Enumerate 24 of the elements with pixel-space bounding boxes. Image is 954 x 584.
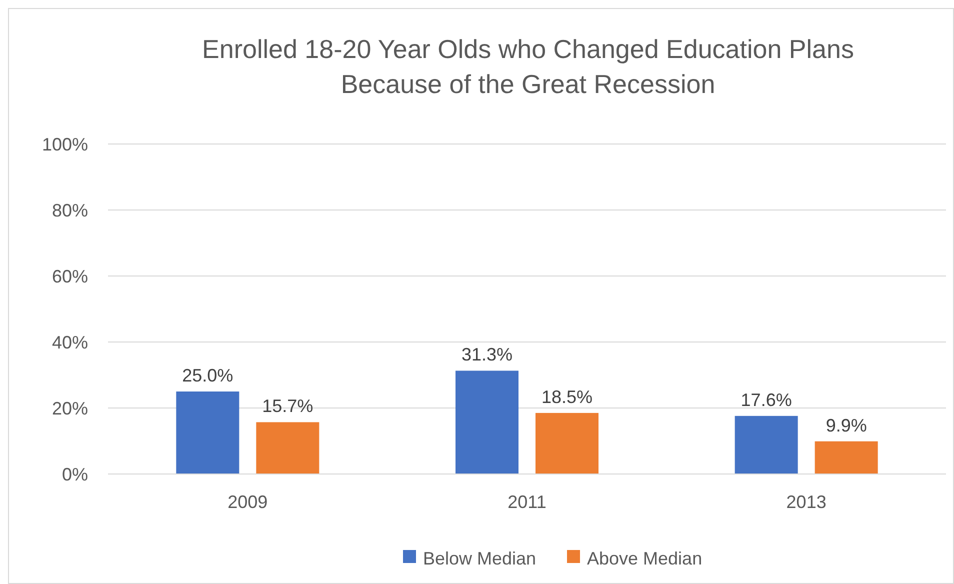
bar (176, 392, 240, 474)
y-tick-label: 40% (52, 332, 88, 352)
bar (536, 412, 598, 474)
bar (256, 422, 320, 474)
legend-label: Below Median (423, 548, 536, 568)
data-label: 31.3% (461, 344, 513, 365)
chart-title: Enrolled 18-20 Year Olds who Changed Education Plans Because of the Great Recession (202, 34, 854, 99)
legend-label: Above Median (587, 548, 702, 568)
y-tick-label: 80% (52, 200, 88, 220)
y-tick-label: 0% (62, 464, 88, 484)
y-tick-label: 100% (42, 134, 88, 154)
data-label: 25.0% (182, 366, 234, 386)
data-label: 18.5% (541, 386, 593, 407)
bar (814, 441, 878, 474)
data-label: 15.7% (262, 396, 314, 416)
data-label: 9.9% (826, 415, 867, 436)
x-tick-label: 2011 (508, 492, 546, 512)
y-tick-label: 60% (52, 266, 88, 286)
data-label: 17.6% (740, 390, 792, 410)
bar (734, 416, 798, 474)
x-tick-label: 2009 (228, 492, 268, 512)
bar (456, 370, 518, 474)
y-tick-label: 20% (52, 398, 88, 418)
x-tick-label: 2013 (786, 492, 826, 512)
